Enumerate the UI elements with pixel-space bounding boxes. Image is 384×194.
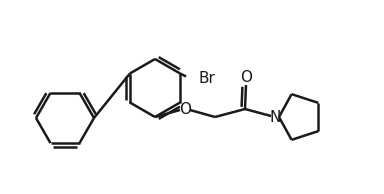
Text: O: O [179, 101, 191, 117]
Text: N: N [269, 109, 281, 125]
Text: Br: Br [198, 71, 215, 86]
Text: O: O [240, 70, 252, 86]
